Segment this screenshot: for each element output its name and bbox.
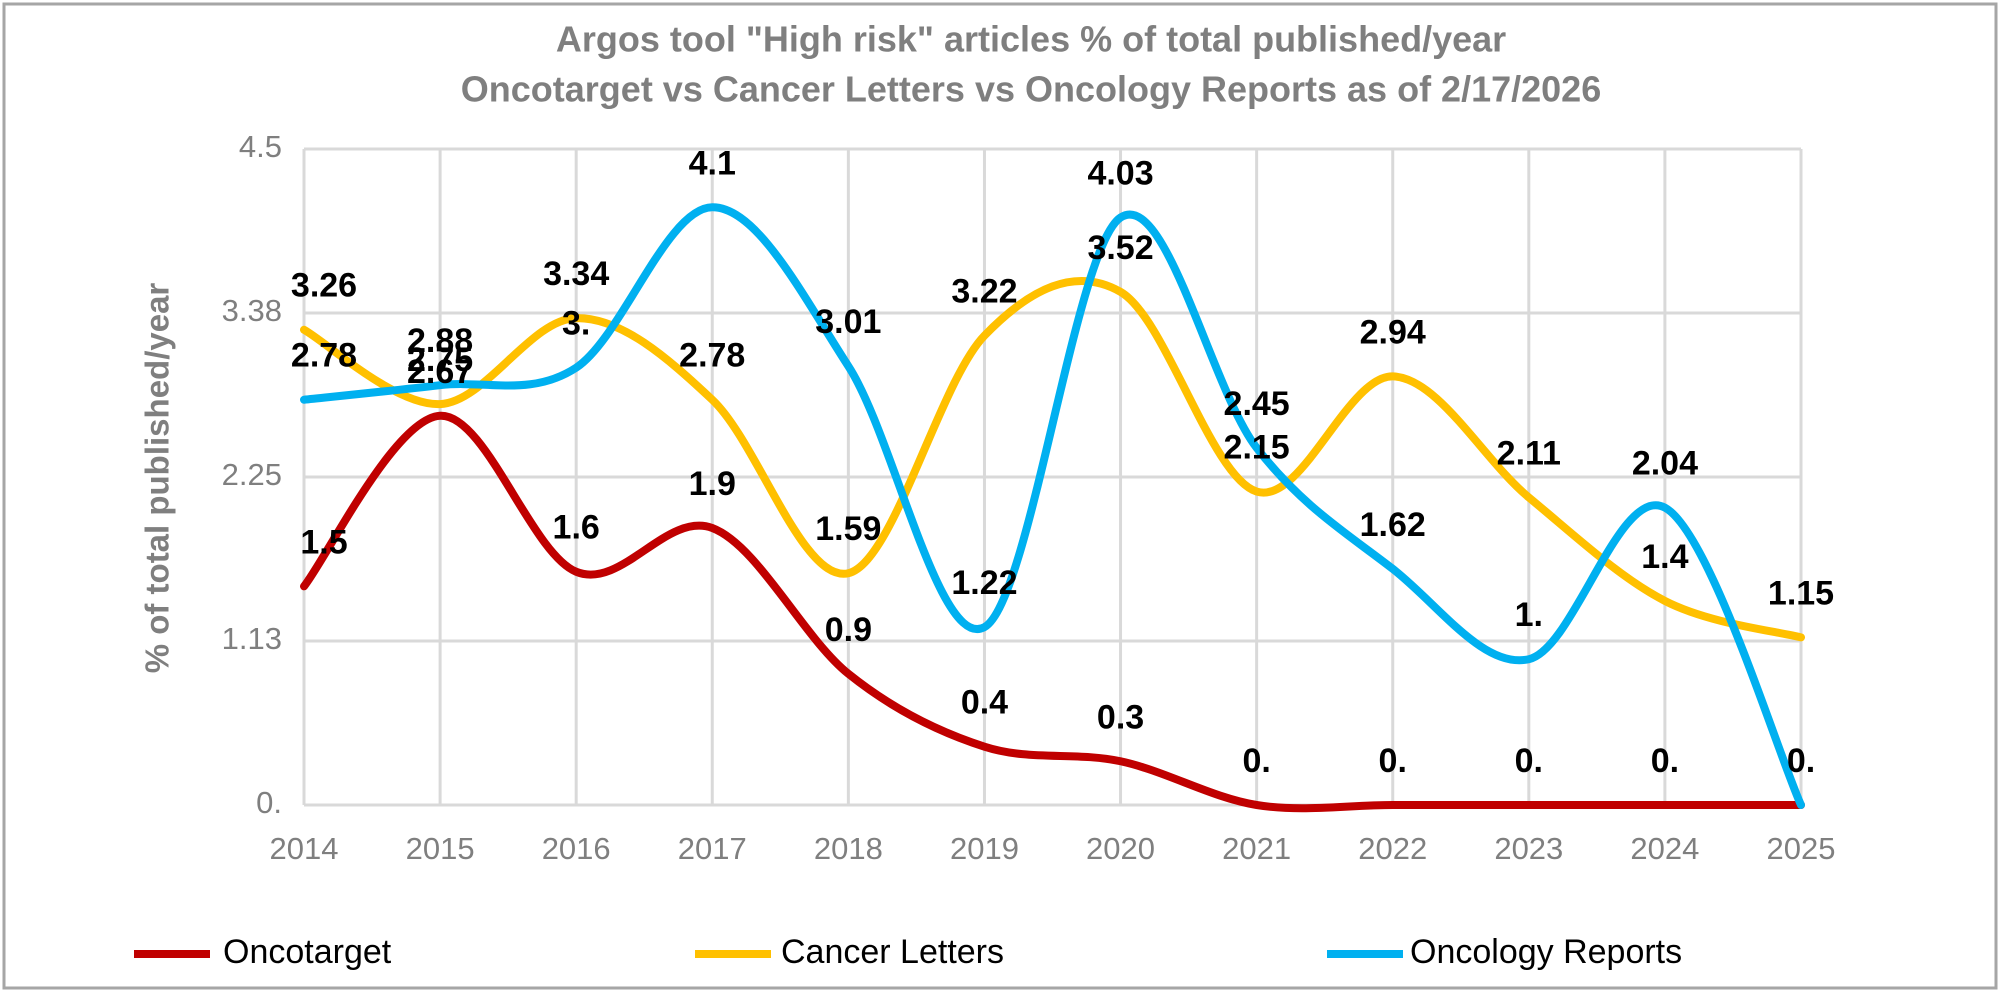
data-label: 0. <box>1379 742 1407 780</box>
data-label: 3. <box>562 305 590 343</box>
x-tick-label: 2018 <box>814 831 883 866</box>
x-tick-label: 2023 <box>1494 831 1563 866</box>
data-label: 2.78 <box>291 337 357 375</box>
data-label: 1.5 <box>300 523 347 561</box>
y-tick-label: 4.5 <box>239 129 282 164</box>
chart-subtitle: Oncotarget vs Cancer Letters vs Oncology… <box>461 69 1601 110</box>
data-label: 0.4 <box>961 684 1008 722</box>
x-tick-label: 2017 <box>678 831 747 866</box>
data-label: 2.45 <box>1224 385 1290 423</box>
y-axis-title: % of total published/year <box>139 283 176 674</box>
data-label: 0. <box>1515 742 1543 780</box>
x-tick-label: 2019 <box>950 831 1019 866</box>
series-line <box>300 203 1805 809</box>
legend-label: Oncotarget <box>223 933 392 971</box>
x-tick-label: 2022 <box>1358 831 1427 866</box>
y-tick-label: 3.38 <box>222 293 282 328</box>
data-label: 0.9 <box>825 611 872 649</box>
data-label: 0. <box>1787 742 1815 780</box>
legend-label: Oncology Reports <box>1410 933 1682 971</box>
data-label: 0. <box>1242 742 1270 780</box>
data-label: 3.34 <box>543 255 609 293</box>
data-label: 1.59 <box>815 510 881 548</box>
data-label: 1.6 <box>553 509 600 547</box>
x-tick-label: 2024 <box>1630 831 1699 866</box>
data-label: 2.67 <box>407 353 473 391</box>
x-tick-label: 2016 <box>542 831 611 866</box>
data-label: 3.22 <box>951 273 1017 311</box>
chart-title: Argos tool "High risk" articles % of tot… <box>556 19 1506 60</box>
series-line <box>300 277 1805 642</box>
data-label: 1.62 <box>1360 506 1426 544</box>
data-label: 2.94 <box>1360 313 1426 351</box>
data-label: 1.4 <box>1641 538 1688 576</box>
data-label: 2.78 <box>679 337 745 375</box>
x-tick-label: 2020 <box>1086 831 1155 866</box>
data-label: 2.11 <box>1497 434 1561 472</box>
data-label: 4.03 <box>1087 154 1153 192</box>
x-tick-label: 2021 <box>1222 831 1291 866</box>
legend-label: Cancer Letters <box>781 933 1004 971</box>
data-label: 3.26 <box>291 267 357 305</box>
x-tick-label: 2025 <box>1767 831 1836 866</box>
data-label: 3.52 <box>1087 229 1153 267</box>
data-label: 2.88 <box>407 322 473 360</box>
data-label: 4.1 <box>689 144 736 182</box>
data-label: 2.75 <box>407 341 473 379</box>
data-label: 1. <box>1515 596 1543 634</box>
data-label: 0. <box>1651 742 1679 780</box>
x-tick-label: 2014 <box>270 831 339 866</box>
data-label: 3.01 <box>815 303 881 341</box>
y-tick-label: 0. <box>256 785 282 820</box>
data-label: 2.04 <box>1632 445 1698 483</box>
data-label: 0.3 <box>1097 698 1144 736</box>
data-label: 1.22 <box>951 564 1017 602</box>
data-label: 2.15 <box>1224 429 1290 467</box>
y-tick-label: 2.25 <box>222 457 282 492</box>
data-label: 1.9 <box>689 465 736 503</box>
series-line <box>300 411 1805 813</box>
x-tick-label: 2015 <box>406 831 475 866</box>
y-tick-label: 1.13 <box>222 621 282 656</box>
data-label: 1.15 <box>1768 574 1834 612</box>
